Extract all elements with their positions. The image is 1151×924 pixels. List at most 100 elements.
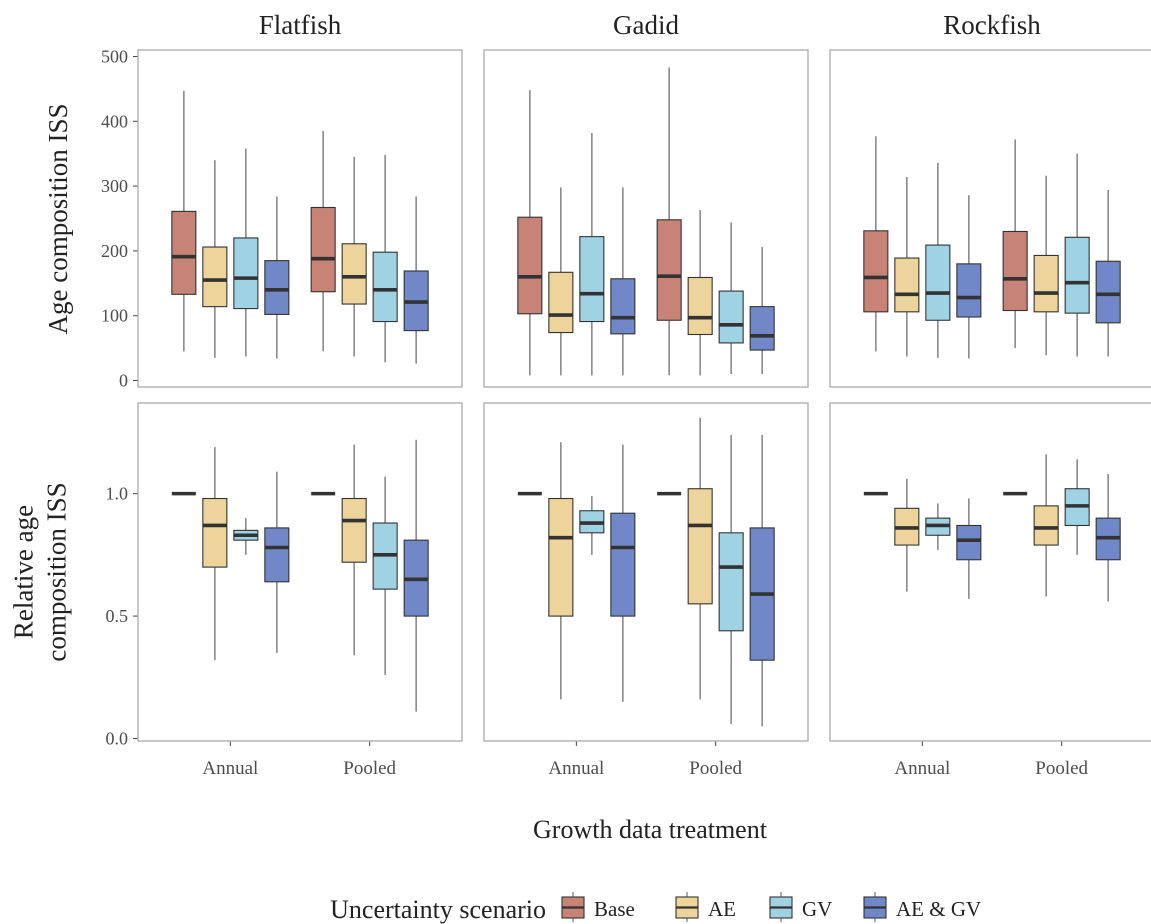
box-gv-pooled	[718, 222, 744, 375]
box-base-annual	[171, 90, 197, 352]
box-ae-pooled	[687, 417, 713, 700]
box-gv-annual	[925, 162, 951, 358]
box-body	[372, 251, 398, 323]
panels-layer: Flatfish Gadid Rockfish Age composition ISS…	[9, 10, 1151, 779]
y-tick-label: 300	[101, 176, 128, 196]
box-base-pooled	[656, 67, 682, 376]
box-ae-annual	[548, 187, 574, 376]
box-gv-pooled	[372, 154, 398, 363]
box-ae-gv-annual	[610, 187, 636, 376]
legend-items: Base AE GV AE & GV	[561, 892, 981, 922]
box-ae-gv-pooled	[1095, 189, 1121, 357]
y-tick-label: 500	[101, 46, 128, 66]
box-ae-annual	[202, 160, 228, 358]
box-ae-annual	[548, 442, 574, 700]
panel-rockfish-row-1	[829, 402, 1151, 742]
box-ae-pooled	[1033, 175, 1059, 356]
box-ae-annual	[894, 478, 920, 592]
box-gv-pooled	[1064, 459, 1090, 555]
box-ae-annual	[202, 447, 228, 661]
y-axis-title-row-0: Age composition ISS	[43, 103, 73, 334]
box-body	[656, 219, 682, 321]
facet-title-flatfish: Flatfish	[259, 10, 342, 40]
box-gv-annual	[925, 503, 951, 550]
box-ae-gv-pooled	[1095, 474, 1121, 602]
box-body	[610, 512, 636, 617]
legend-label-ae-gv: AE & GV	[896, 897, 981, 921]
legend-item-gv: GV	[769, 892, 832, 922]
box-body	[1064, 236, 1090, 314]
box-body	[579, 236, 605, 323]
box-body	[718, 532, 744, 632]
legend-item-ae: AE	[675, 892, 736, 922]
box-body	[202, 497, 228, 568]
panel-flatfish-row-1	[137, 402, 463, 742]
box-base-pooled	[310, 131, 336, 352]
box-body	[341, 243, 367, 305]
box-ae-gv-pooled	[749, 434, 775, 727]
box-body	[233, 237, 259, 310]
x-tick-label-pooled: Pooled	[343, 758, 396, 779]
box-ae-gv-annual	[264, 196, 290, 359]
box-body	[749, 306, 775, 351]
x-tick-label-pooled: Pooled	[689, 758, 742, 779]
box-body	[341, 497, 367, 563]
box-gv-annual	[233, 148, 259, 357]
x-tick-label-pooled: Pooled	[1035, 758, 1088, 779]
box-body	[956, 524, 982, 561]
y-axis-title-line: Relative age	[9, 505, 39, 639]
x-tick-label-annual: Annual	[894, 758, 950, 779]
legend-label-base: Base	[594, 897, 635, 921]
panel-gadid-row-0	[483, 49, 809, 388]
box-base-annual	[863, 136, 889, 352]
facet-title-rockfish: Rockfish	[943, 10, 1041, 40]
box-gv-annual	[579, 496, 605, 555]
box-body	[548, 497, 574, 617]
legend-label-ae: AE	[708, 897, 736, 921]
x-tick-label-annual: Annual	[548, 758, 604, 779]
legend-item-ae-gv: AE & GV	[863, 892, 981, 922]
box-gv-pooled	[1064, 153, 1090, 357]
panel-gadid-row-1	[483, 402, 809, 742]
y-axis-title-line: composition ISS	[42, 482, 72, 661]
panel-border	[829, 49, 1151, 388]
x-axis-title: Growth data treatment	[533, 815, 768, 844]
box-body	[264, 260, 290, 315]
box-ae-pooled	[1033, 454, 1059, 597]
y-axis-row-1: Relative age composition ISS 0.0 0.5 1.0	[9, 482, 138, 749]
y-axis-row-0: Age composition ISS 0 100 200 300 400 500	[43, 46, 138, 391]
box-body	[171, 210, 197, 295]
box-body	[1095, 260, 1121, 324]
box-gv-annual	[579, 132, 605, 376]
box-body	[687, 488, 713, 605]
box-body	[718, 290, 744, 344]
box-base-annual	[517, 90, 543, 376]
box-gv-pooled	[372, 476, 398, 675]
y-tick-label: 1.0	[106, 484, 129, 504]
panel-border	[829, 402, 1151, 742]
legend-label-gv: GV	[802, 897, 832, 921]
box-body	[1033, 505, 1059, 546]
x-tick-label-annual: Annual	[202, 758, 258, 779]
box-body	[610, 278, 636, 335]
panel-flatfish-row-0	[137, 49, 463, 388]
box-gv-pooled	[718, 434, 744, 724]
box-ae-pooled	[687, 210, 713, 376]
box-body	[863, 230, 889, 313]
legend-title: Uncertainty scenario	[330, 895, 546, 924]
box-ae-gv-annual	[610, 444, 636, 702]
box-base-pooled	[1002, 139, 1028, 349]
box-body	[1002, 230, 1028, 312]
box-body	[264, 527, 290, 583]
y-axis-title-row-1: Relative age composition ISS	[9, 482, 72, 661]
box-ae-gv-pooled	[403, 196, 429, 364]
box-body	[687, 276, 713, 336]
box-body	[925, 244, 951, 321]
y-axis-title-line: Age composition ISS	[43, 103, 73, 334]
box-ae-gv-annual	[956, 195, 982, 359]
box-ae-gv-annual	[956, 498, 982, 599]
box-body	[548, 271, 574, 334]
box-ae-pooled	[341, 444, 367, 656]
box-ae-annual	[894, 177, 920, 357]
